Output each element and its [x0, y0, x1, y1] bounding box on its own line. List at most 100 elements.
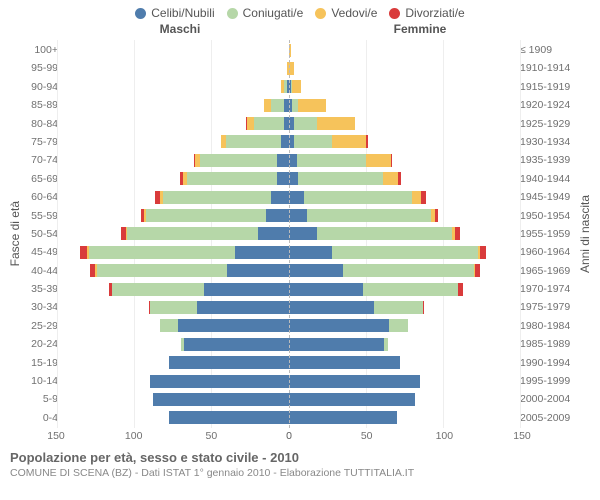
bar-segment — [332, 135, 366, 148]
bar-segment — [366, 135, 368, 148]
bar-segment — [289, 283, 363, 296]
birth-label: 1915-1919 — [520, 79, 576, 95]
x-tick: 150 — [513, 430, 531, 442]
bar-segment — [317, 117, 355, 130]
bar-row-male — [58, 134, 289, 150]
bar-segment — [89, 246, 235, 259]
bar-row-female — [289, 208, 520, 224]
legend-label: Vedovi/e — [331, 6, 377, 20]
x-tick: 0 — [286, 430, 292, 442]
chart-area: Fasce di età 100+95-9990-9485-8980-8475-… — [0, 40, 600, 428]
age-label: 50-54 — [24, 226, 58, 242]
bar-row-female — [289, 97, 520, 113]
bar-segment — [271, 191, 289, 204]
y-axis-left-title: Fasce di età — [6, 40, 24, 428]
bar-segment — [289, 356, 400, 369]
age-label: 5-9 — [24, 391, 58, 407]
bar-segment — [423, 301, 425, 314]
bar-row-male — [58, 391, 289, 407]
bar-segment — [304, 191, 412, 204]
x-tick: 150 — [47, 430, 65, 442]
age-label: 0-4 — [24, 410, 58, 426]
birth-label: 2005-2009 — [520, 410, 576, 426]
bar-segment — [289, 191, 304, 204]
bar-segment — [150, 375, 289, 388]
bar-segment — [184, 338, 289, 351]
birth-label: 1970-1974 — [520, 281, 576, 297]
bar-segment — [153, 393, 289, 406]
bar-segment — [292, 80, 301, 93]
x-tick: 100 — [125, 430, 143, 442]
x-tick: 50 — [361, 430, 373, 442]
birth-label: 1985-1989 — [520, 336, 576, 352]
bar-row-male — [58, 171, 289, 187]
birth-label: 1980-1984 — [520, 318, 576, 334]
bar-segment — [289, 301, 374, 314]
bar-segment — [294, 135, 332, 148]
bar-row-female — [289, 134, 520, 150]
bars-male — [58, 40, 289, 428]
bar-segment — [332, 246, 478, 259]
bar-segment — [266, 209, 289, 222]
bar-row-male — [58, 373, 289, 389]
bar-row-male — [58, 97, 289, 113]
age-label: 70-74 — [24, 152, 58, 168]
bar-segment — [307, 209, 430, 222]
bar-segment — [204, 283, 289, 296]
birth-label: 1910-1914 — [520, 60, 576, 76]
y-axis-right-title: Anni di nascita — [576, 40, 594, 428]
x-tick: 50 — [206, 430, 218, 442]
bar-segment — [289, 264, 343, 277]
bar-segment — [475, 264, 480, 277]
bar-segment — [169, 356, 289, 369]
bar-row-female — [289, 171, 520, 187]
bar-row-female — [289, 263, 520, 279]
age-label: 25-29 — [24, 318, 58, 334]
bar-row-female — [289, 318, 520, 334]
bar-segment — [258, 227, 289, 240]
bar-row-male — [58, 410, 289, 426]
label-females: Femmine — [300, 22, 540, 36]
bar-row-male — [58, 318, 289, 334]
age-label: 95-99 — [24, 60, 58, 76]
x-tick: 100 — [436, 430, 454, 442]
bar-segment — [421, 191, 426, 204]
bar-segment — [271, 99, 285, 112]
bar-segment — [227, 264, 289, 277]
bar-segment — [366, 154, 391, 167]
bar-segment — [297, 154, 366, 167]
bar-row-male — [58, 60, 289, 76]
bar-segment — [200, 154, 277, 167]
legend-swatch — [315, 8, 326, 19]
legend-swatch — [227, 8, 238, 19]
bar-segment — [277, 154, 289, 167]
bar-segment — [197, 301, 289, 314]
age-label: 35-39 — [24, 281, 58, 297]
birth-label: 1920-1924 — [520, 97, 576, 113]
age-label: 45-49 — [24, 244, 58, 260]
birth-label: 1995-1999 — [520, 373, 576, 389]
bar-segment — [384, 338, 387, 351]
y-axis-age-labels: 100+95-9990-9485-8980-8475-7970-7465-696… — [24, 40, 58, 428]
birth-label: 2000-2004 — [520, 391, 576, 407]
birth-label: 1945-1949 — [520, 189, 576, 205]
bar-segment — [458, 283, 463, 296]
bar-row-female — [289, 226, 520, 242]
bar-row-female — [289, 391, 520, 407]
age-label: 20-24 — [24, 336, 58, 352]
bar-segment — [289, 393, 415, 406]
bar-row-male — [58, 299, 289, 315]
bar-segment — [163, 191, 271, 204]
birth-label: 1935-1939 — [520, 152, 576, 168]
bar-row-male — [58, 79, 289, 95]
bar-row-female — [289, 42, 520, 58]
bar-segment — [187, 172, 276, 185]
bar-segment — [289, 246, 332, 259]
bar-row-female — [289, 410, 520, 426]
y-axis-birth-labels: ≤ 19091910-19141915-19191920-19241925-19… — [520, 40, 576, 428]
birth-label: ≤ 1909 — [520, 42, 576, 58]
legend-label: Celibi/Nubili — [151, 6, 214, 20]
bar-segment — [289, 338, 384, 351]
birth-label: 1975-1979 — [520, 299, 576, 315]
legend-label: Divorziati/e — [405, 6, 464, 20]
